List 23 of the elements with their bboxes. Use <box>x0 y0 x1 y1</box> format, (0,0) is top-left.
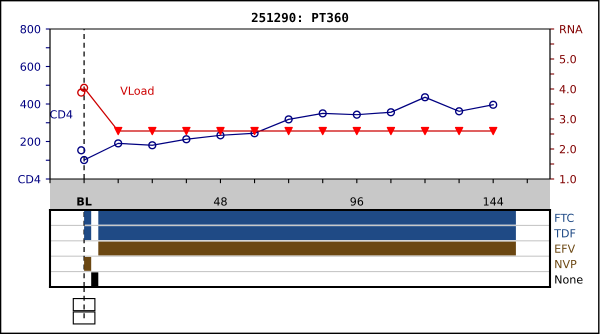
y-tick-label: 800 <box>20 24 40 34</box>
y-tick-label: None <box>555 275 583 284</box>
x-tick-label: BL <box>77 197 92 206</box>
y-tick-label: TDF <box>554 229 576 238</box>
y-tick-label: 600 <box>20 62 40 71</box>
y2-tick-label: 2.0 <box>560 144 576 154</box>
y-tick-label: NVP <box>555 260 576 268</box>
text: VLoad <box>120 86 154 95</box>
y2-tick-label: RNA <box>560 25 583 34</box>
text: CD4 <box>50 110 72 119</box>
y-tick-label: CD4 <box>18 174 40 184</box>
x-tick-label: 144 <box>484 197 504 206</box>
x-tick-label: 96 <box>350 197 364 206</box>
y-tick-label: 200 <box>20 137 40 146</box>
y2-tick-label: 5.0 <box>560 54 576 64</box>
y2-tick-label: 3.0 <box>560 114 576 124</box>
y-tick-label: 400 <box>20 100 40 108</box>
x-tick-label: 48 <box>214 197 227 206</box>
chart-title: 251290: PT360 <box>252 12 348 22</box>
y2-tick-label: 1.0 <box>560 174 576 184</box>
y-tick-label: FTC <box>555 214 574 222</box>
y-tick-label: EFV <box>555 244 576 253</box>
y2-tick-label: 4.0 <box>560 84 576 94</box>
